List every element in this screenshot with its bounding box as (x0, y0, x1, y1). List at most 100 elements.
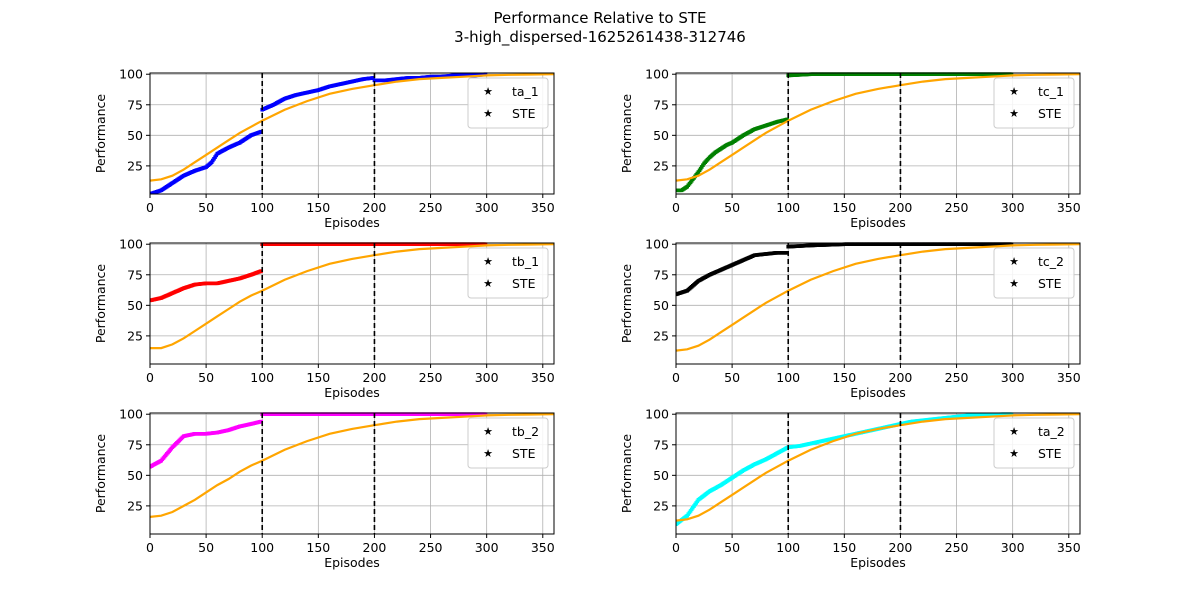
legend-box (467, 417, 549, 469)
data-point (1009, 242, 1014, 246)
data-point (785, 251, 789, 255)
plot-area (676, 242, 1080, 352)
y-axis-label: Performance (93, 94, 108, 174)
x-tick-label: 100 (776, 200, 800, 215)
x-tick-label: 300 (1001, 370, 1025, 385)
x-tick-label: 100 (250, 540, 274, 555)
x-tick-label: 200 (889, 540, 913, 555)
axes-frame (149, 412, 555, 535)
y-axis-label: Performance (619, 434, 634, 514)
x-tick-label: 0 (672, 370, 680, 385)
legend-box (993, 247, 1075, 299)
figure-title-block: Performance Relative to STE 3-high_dispe… (0, 9, 1200, 47)
y-tick-label: 100 (645, 67, 669, 82)
y-tick-label: 75 (653, 267, 669, 282)
data-point (259, 419, 263, 424)
y-tick-label: 75 (653, 437, 669, 452)
ste-line (150, 413, 554, 518)
y-tick-label: 100 (645, 237, 669, 252)
legend-label: STE (1038, 276, 1062, 291)
data-point (785, 117, 789, 122)
x-tick-label: 50 (198, 370, 214, 385)
x-tick-label: 100 (776, 370, 800, 385)
x-tick-label: 300 (1001, 540, 1025, 555)
legend-marker-icon: ★ (1009, 85, 1019, 98)
y-axis-label: Performance (93, 434, 108, 514)
y-tick-label: 50 (127, 128, 143, 143)
x-tick-label: 300 (475, 370, 499, 385)
y-tick-label: 50 (127, 468, 143, 483)
legend-marker-icon: ★ (483, 107, 493, 120)
x-tick-label: 250 (945, 200, 969, 215)
ste-line (676, 413, 1080, 522)
axes-frame (149, 72, 555, 195)
plot-area (676, 412, 1080, 526)
subplot-1: 0 50 100 150 200 250 300 350 25 50 75 100 Episodes Pe… (93, 67, 555, 230)
legend-label: STE (512, 276, 536, 291)
x-tick-label: 350 (1057, 370, 1081, 385)
y-tick-label: 25 (127, 498, 143, 513)
legend-box (993, 417, 1075, 469)
x-tick-label: 150 (832, 370, 856, 385)
y-tick-label: 100 (119, 67, 143, 82)
axes-frame (149, 242, 555, 365)
legend-label: tb_1 (512, 254, 539, 269)
x-tick-label: 50 (724, 540, 740, 555)
data-point (483, 72, 488, 76)
x-tick-label: 150 (832, 200, 856, 215)
data-point (371, 76, 376, 80)
legend: ★ tc_2 ★ STE (993, 247, 1075, 299)
x-tick-label: 350 (531, 200, 555, 215)
legend-label: tc_1 (1038, 84, 1064, 99)
legend-label: STE (512, 446, 536, 461)
x-tick-label: 250 (419, 370, 443, 385)
x-tick-label: 200 (889, 200, 913, 215)
x-tick-label: 150 (306, 200, 330, 215)
x-tick-label: 250 (945, 540, 969, 555)
x-tick-label: 150 (306, 370, 330, 385)
y-tick-label: 50 (127, 298, 143, 313)
legend-label: ta_1 (512, 84, 539, 99)
x-tick-label: 350 (531, 370, 555, 385)
subplot-6: 0 50 100 150 200 250 300 350 25 50 75 100 Episodes Pe… (619, 407, 1081, 570)
y-tick-label: 50 (653, 298, 669, 313)
x-axis-label: Episodes (850, 385, 906, 400)
legend-box (467, 77, 549, 129)
x-tick-label: 0 (672, 200, 680, 215)
x-tick-label: 50 (724, 200, 740, 215)
x-tick-label: 300 (1001, 200, 1025, 215)
x-tick-label: 150 (832, 540, 856, 555)
ste-line (150, 73, 554, 182)
figure-subtitle: 3-high_dispersed-1625261438-312746 (454, 28, 746, 46)
axes-frame (675, 72, 1081, 195)
y-tick-label: 25 (127, 158, 143, 173)
legend: ★ tc_1 ★ STE (993, 77, 1075, 129)
ste-line (676, 73, 1080, 182)
y-tick-label: 75 (127, 267, 143, 282)
y-axis-label: Performance (619, 264, 634, 344)
x-tick-label: 0 (146, 200, 154, 215)
legend-marker-icon: ★ (483, 447, 493, 460)
plot-area (150, 72, 554, 194)
subplot-4: 0 50 100 150 200 250 300 350 25 50 75 100 Episodes Pe… (619, 237, 1081, 400)
y-tick-label: 50 (653, 468, 669, 483)
x-tick-label: 350 (531, 540, 555, 555)
x-tick-label: 0 (672, 540, 680, 555)
x-tick-label: 350 (1057, 200, 1081, 215)
x-tick-label: 250 (419, 540, 443, 555)
legend-marker-icon: ★ (483, 277, 493, 290)
x-tick-label: 200 (889, 370, 913, 385)
plot-area (150, 412, 554, 518)
x-axis-label: Episodes (324, 555, 380, 570)
y-tick-label: 100 (645, 407, 669, 422)
y-axis-label: Performance (93, 264, 108, 344)
x-tick-label: 200 (363, 370, 387, 385)
ste-line (150, 243, 554, 350)
y-tick-label: 25 (653, 498, 669, 513)
legend-marker-icon: ★ (483, 425, 493, 438)
x-tick-label: 200 (363, 540, 387, 555)
legend-label: tc_2 (1038, 254, 1064, 269)
x-axis-label: Episodes (850, 215, 906, 230)
data-point (1009, 412, 1014, 416)
